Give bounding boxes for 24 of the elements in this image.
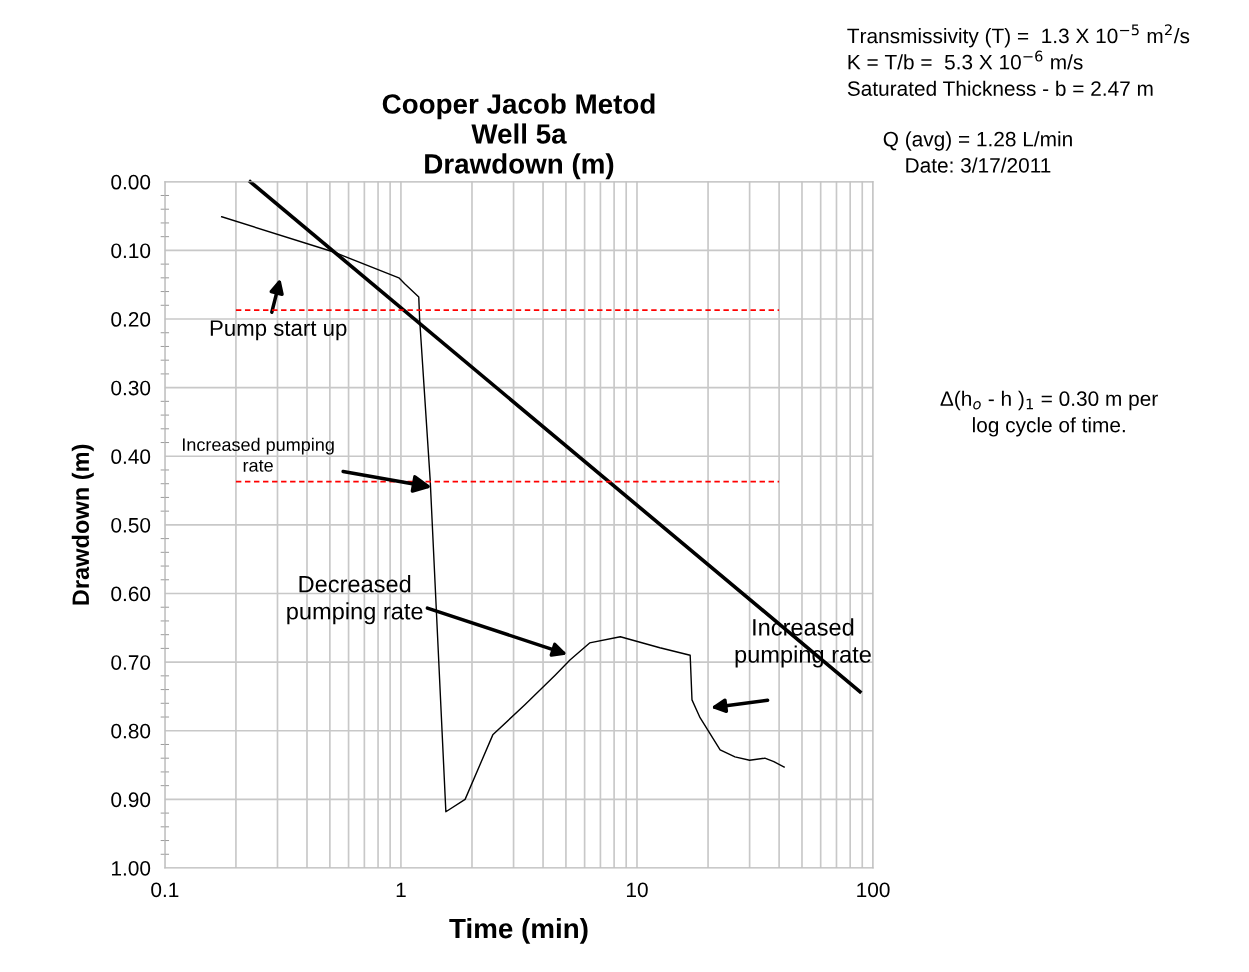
annotation: Increased pumping rate — [182, 437, 334, 472]
x-tick-label: 100 — [857, 882, 890, 898]
y-tick-label: 1.00 — [112, 861, 151, 876]
y-tick-label: 0.50 — [111, 517, 151, 533]
text: Δ(h$_{o}$ - h )$_{1}$ = 0.30 m per log cycle of time. — [940, 390, 1158, 437]
chart-title: Cooper Jacob Metod Well 5a Drawdown (m) — [382, 93, 655, 180]
y-tick-label: 0.90 — [111, 792, 151, 808]
x-tick-label: 1 — [396, 882, 406, 897]
y-tick-label: 0.30 — [111, 380, 151, 396]
y-tick-label: 0.80 — [111, 723, 151, 739]
y-tick-label: 0.40 — [111, 449, 151, 465]
y-tick-label: 0.10 — [111, 243, 151, 259]
y-tick-label: 0.00 — [111, 174, 151, 190]
y-tick-label: 0.20 — [111, 312, 151, 327]
annotation: Decreased pumping rate — [287, 575, 423, 625]
y-axis-title: Drawdown (m) — [71, 444, 94, 605]
text: Transmissivity (T) = 1.3 X 10$^{−5}$ m$^{2}$/s K = T/b = 5.3 X 10$^{−6}$ m/s Saturated Thickness - b = 2.47 m — [847, 24, 1190, 96]
x-tick-label: 0.1 — [151, 882, 179, 898]
y-tick-label: 0.70 — [111, 655, 151, 670]
text: Q (avg) = 1.28 L/min Date: 3/17/2011 — [883, 131, 1072, 173]
x-tick-label: 10 — [626, 882, 648, 898]
y-tick-label: 0.60 — [111, 586, 151, 602]
x-axis-title: Time (min) — [449, 917, 588, 944]
annotation: Pump start up — [210, 320, 347, 341]
